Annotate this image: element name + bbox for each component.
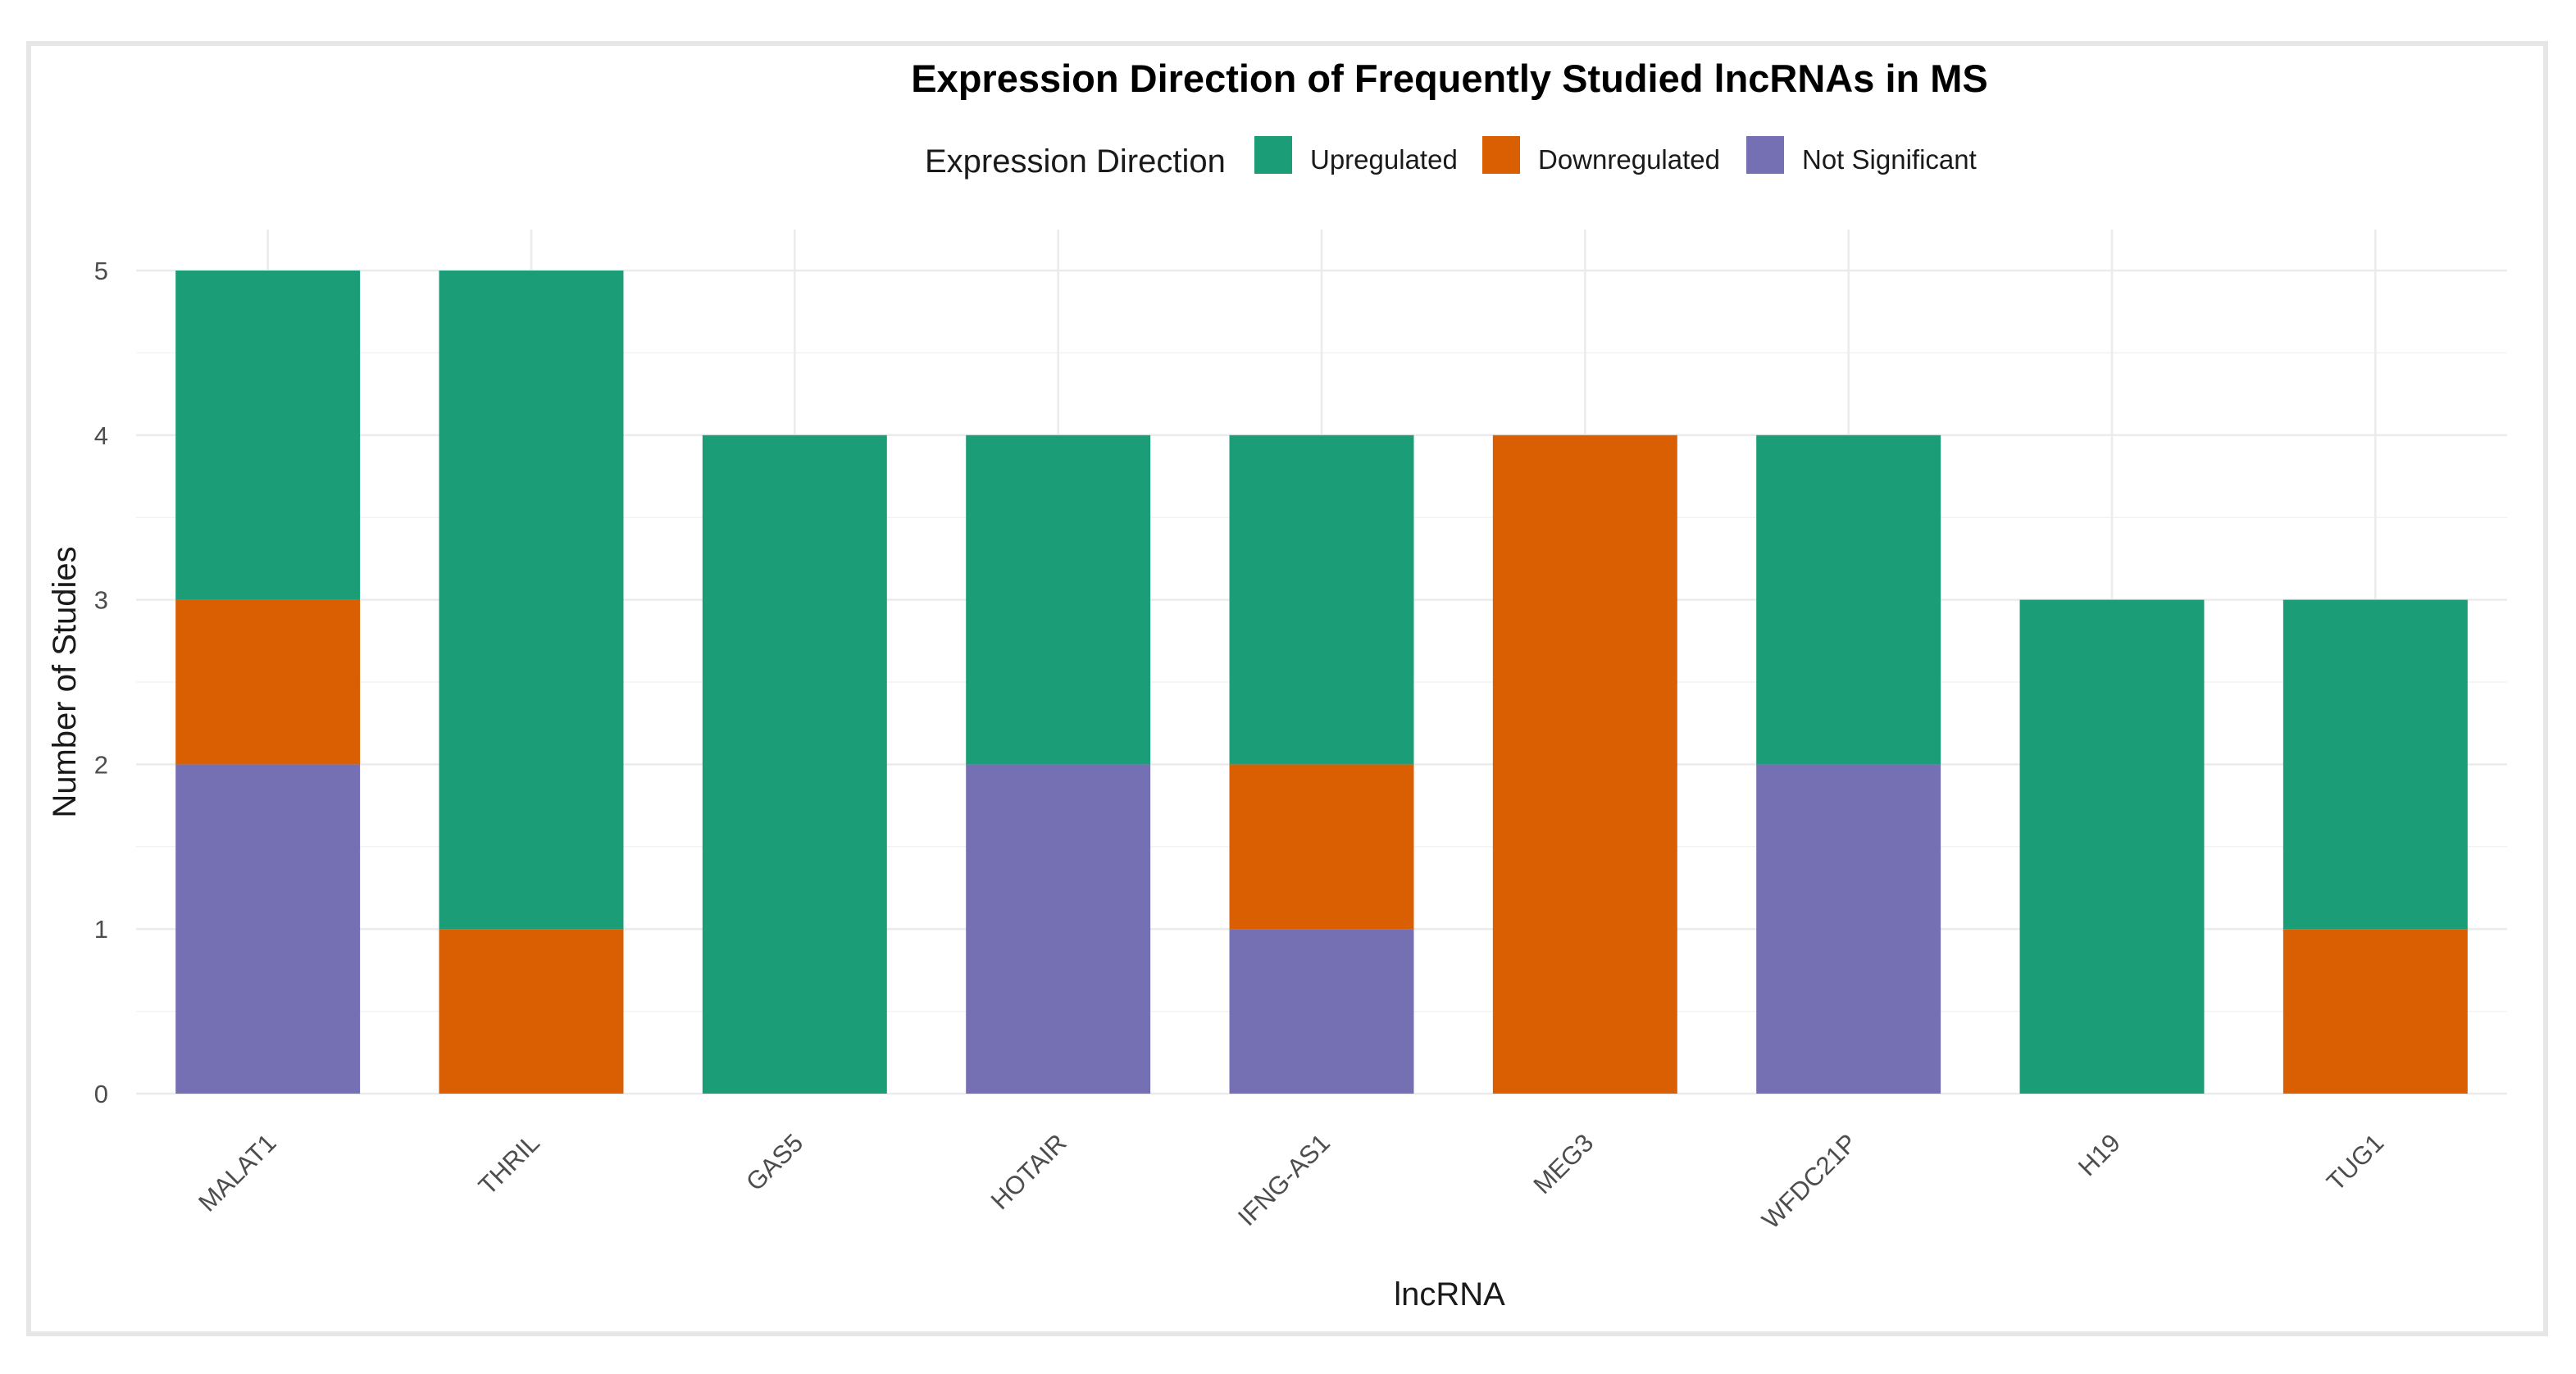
legend-title: Expression Direction	[925, 143, 1226, 180]
bar-wfdc21p-upregulated	[1756, 434, 1941, 765]
y-tick-label: 1	[94, 915, 108, 944]
x-tick-label: TUG1	[2321, 1128, 2389, 1196]
x-tick-label: H19	[2073, 1128, 2126, 1181]
bar-tug1-upregulated	[2282, 599, 2468, 930]
legend-key-not-significant	[1746, 136, 1784, 174]
x-tick-label: IFNG-AS1	[1232, 1128, 1336, 1231]
x-tick-label: THRIL	[473, 1128, 545, 1200]
legend: Expression Direction Upregulated Downregu…	[925, 136, 1977, 180]
y-tick-label: 4	[94, 421, 108, 450]
x-axis-tick-labels: MALAT1 THRIL GAS5 HOTAIR IFNG-AS1 MEG3 WFDC21P…	[193, 1128, 2389, 1234]
bar-meg3-downregulated	[1492, 434, 1677, 1094]
y-axis-title: Number of Studies	[47, 546, 83, 817]
legend-key-upregulated	[1254, 136, 1292, 174]
bar-gas5-upregulated	[702, 434, 887, 1094]
x-axis-title: lncRNA	[1394, 1276, 1505, 1313]
bar-malat1-upregulated	[175, 271, 361, 600]
bar-hotair-upregulated	[966, 434, 1151, 765]
bar-thril-downregulated	[439, 929, 624, 1094]
bar-ifng-as1-not-significant	[1229, 929, 1414, 1094]
chart-title: Expression Direction of Frequently Studi…	[911, 57, 1988, 100]
x-tick-label: HOTAIR	[985, 1128, 1072, 1215]
y-axis-tick-labels: 0 1 2 3 4 5	[94, 257, 108, 1108]
x-tick-label: GAS5	[740, 1128, 808, 1196]
bars	[175, 271, 2468, 1094]
x-tick-label: MALAT1	[193, 1128, 281, 1217]
y-tick-label: 5	[94, 257, 108, 285]
y-tick-label: 3	[94, 586, 108, 615]
legend-label: Downregulated	[1538, 144, 1720, 175]
bar-wfdc21p-not-significant	[1756, 764, 1941, 1094]
bar-ifng-as1-upregulated	[1229, 434, 1414, 765]
bar-hotair-not-significant	[966, 764, 1151, 1094]
legend-label: Not Significant	[1802, 144, 1977, 175]
y-tick-label: 2	[94, 750, 108, 779]
legend-label: Upregulated	[1310, 144, 1458, 175]
bar-h19-upregulated	[2019, 599, 2205, 1094]
bar-malat1-downregulated	[175, 599, 361, 765]
bar-ifng-as1-downregulated	[1229, 764, 1414, 930]
legend-key-downregulated	[1482, 136, 1520, 174]
bar-malat1-not-significant	[175, 764, 361, 1094]
y-tick-label: 0	[94, 1080, 108, 1108]
x-tick-label: WFDC21P	[1756, 1128, 1863, 1234]
bar-thril-upregulated	[439, 271, 624, 930]
bar-tug1-downregulated	[2282, 929, 2468, 1094]
x-tick-label: MEG3	[1527, 1128, 1599, 1199]
